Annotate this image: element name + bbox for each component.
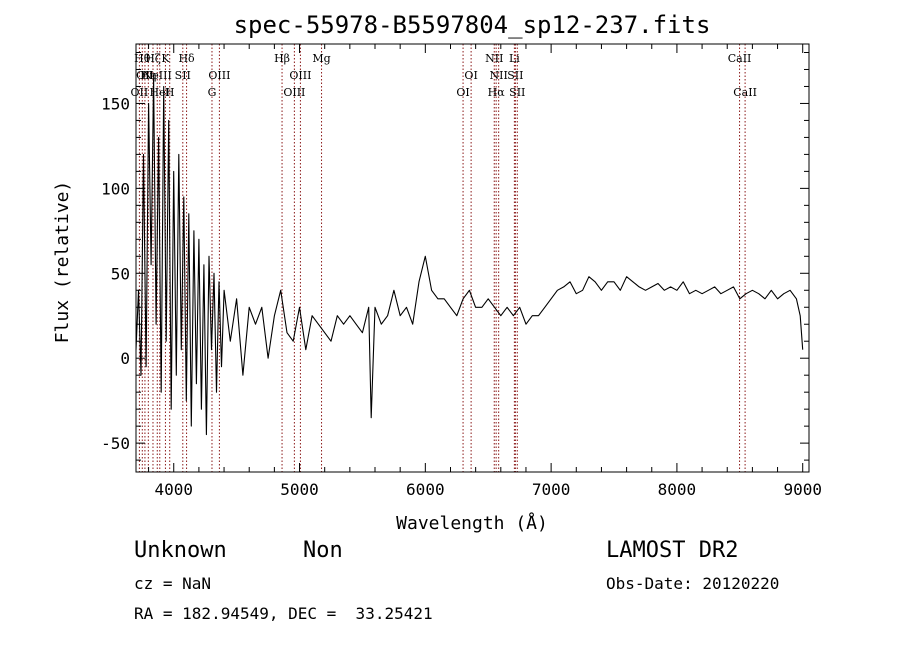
line-label-13: Hβ [274,52,290,65]
line-label-6: HeI [150,86,170,99]
line-label-17: OI [456,86,469,99]
line-label-25: CaII [728,52,752,65]
observation-date: Obs-Date: 20120220 [606,574,780,593]
line-label-5: NeIII [143,69,172,82]
y-axis-label: Flux (relative) [52,181,73,344]
line-label-16: Mg [312,52,330,65]
line-label-19: NII [485,52,503,65]
line-label-20: Hα [488,86,506,99]
line-label-23: SII [507,69,523,82]
line-label-3: Hη [140,69,156,82]
x-tick-label-1: 5000 [280,480,319,499]
object-class: Unknown [134,538,227,563]
line-label-26: CaII [733,86,757,99]
redshift-cz: cz = NaN [134,574,212,593]
line-label-9: SII [175,69,191,82]
plot-frame [135,43,810,473]
x-tick-label-3: 7000 [532,480,571,499]
line-label-14: OIII [283,86,305,99]
y-axis-ticks: -50 0 50 100 150 [101,51,809,461]
x-axis-ticks: 4000 5000 6000 7000 8000 9000 [148,44,822,499]
y-tick-label-2: 50 [111,264,130,283]
line-label-11: G [208,86,217,99]
y-tick-label-1: 0 [120,349,130,368]
line-label-8: H [165,86,175,99]
line-label-7: K [161,52,170,65]
line-label-2: OII [136,69,154,82]
line-label-21: NII [490,69,508,82]
object-subclass: Non [303,538,343,563]
line-label-15: OIII [289,69,311,82]
line-label-1: Hθ [134,52,151,65]
line-label-0: OII [131,86,149,99]
x-axis-label: Wavelength (Å) [396,512,548,534]
spectrum-chart: spec-55978-B5597804_sp12-237.fits OII Hθ O… [52,11,822,534]
line-label-18: OI [464,69,477,82]
spectral-line-markers [138,44,746,472]
line-label-12: OIII [208,69,230,82]
y-tick-label-3: 100 [101,179,130,198]
y-tick-label-0: -50 [101,434,130,453]
y-tick-label-4: 150 [101,94,130,113]
x-tick-label-5: 9000 [783,480,822,499]
x-tick-label-4: 8000 [658,480,697,499]
spectrum-series [135,77,804,436]
line-label-24: SII [509,86,525,99]
line-label-10: Hδ [178,52,195,65]
chart-title: spec-55978-B5597804_sp12-237.fits [234,11,711,39]
x-tick-label-2: 6000 [406,480,445,499]
line-label-22: Li [509,52,520,65]
coordinates: RA = 182.94549, DEC = 33.25421 [134,604,433,623]
spectrum-line-0 [135,77,804,436]
x-tick-label-0: 4000 [154,480,193,499]
survey-name: LAMOST DR2 [606,538,739,563]
line-label-4: Hζ [145,52,161,65]
spectral-line-labels: OIIHθOIIHηHζNeIIIHeIKHSIIHδGOIIIHβOIIIOI… [131,52,757,99]
